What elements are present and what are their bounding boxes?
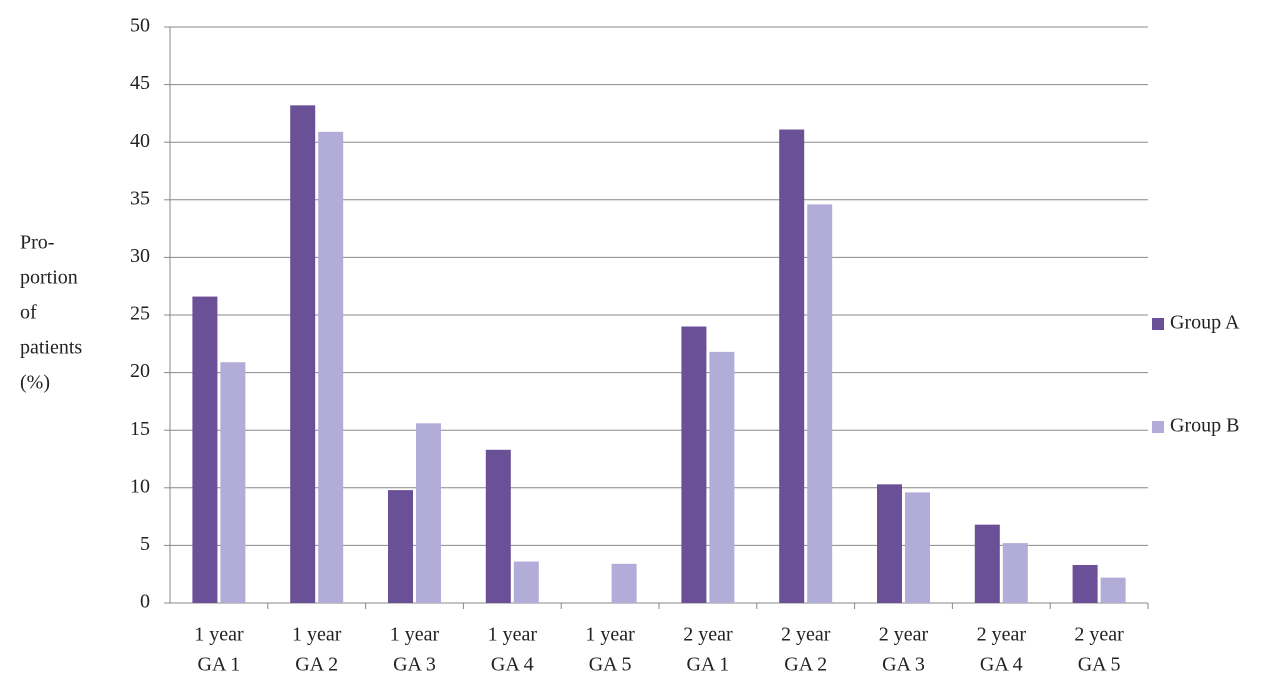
bar bbox=[290, 105, 316, 603]
x-tick-label: 1 year bbox=[488, 624, 538, 646]
x-tick-label: GA 1 bbox=[198, 654, 241, 676]
bar bbox=[681, 326, 707, 603]
legend-swatch bbox=[1152, 421, 1164, 433]
legend-swatch bbox=[1152, 318, 1164, 330]
y-tick-label: 20 bbox=[130, 360, 150, 382]
x-tick-label: 1 year bbox=[585, 624, 635, 646]
x-tick-label: GA 4 bbox=[491, 654, 534, 676]
bar bbox=[1100, 577, 1126, 603]
bar bbox=[220, 362, 246, 603]
x-tick-label: GA 3 bbox=[882, 654, 925, 676]
y-tick-label: 5 bbox=[140, 533, 150, 555]
y-tick-label: 10 bbox=[130, 475, 150, 497]
bar bbox=[192, 296, 218, 603]
bar bbox=[388, 490, 413, 603]
x-tick-label: 1 year bbox=[292, 624, 342, 646]
y-tick-label: 0 bbox=[140, 591, 150, 613]
x-tick-label: 2 year bbox=[781, 624, 831, 646]
bar bbox=[905, 492, 930, 603]
x-tick-label: 1 year bbox=[390, 624, 440, 646]
legend-label: Group B bbox=[1170, 415, 1239, 437]
y-axis-label: of bbox=[20, 302, 37, 324]
legend-label: Group A bbox=[1170, 312, 1240, 334]
y-tick-label: 35 bbox=[130, 187, 150, 209]
bar bbox=[1002, 543, 1028, 603]
x-tick-label: GA 5 bbox=[1078, 654, 1121, 676]
bar bbox=[513, 561, 539, 603]
bar bbox=[416, 423, 441, 603]
y-tick-label: 30 bbox=[130, 245, 150, 267]
x-tick-label: 2 year bbox=[683, 624, 733, 646]
y-axis-label: portion bbox=[20, 267, 78, 289]
y-axis-label: patients bbox=[20, 337, 82, 359]
bar bbox=[779, 129, 805, 603]
y-tick-label: 45 bbox=[130, 72, 150, 94]
bar bbox=[709, 351, 735, 603]
y-tick-label: 25 bbox=[130, 303, 150, 325]
x-tick-label: GA 2 bbox=[784, 654, 827, 676]
bar bbox=[318, 131, 344, 603]
x-tick-label: GA 2 bbox=[295, 654, 338, 676]
y-tick-label: 50 bbox=[130, 15, 150, 37]
x-tick-label: 2 year bbox=[977, 624, 1027, 646]
y-axis-label: Pro- bbox=[20, 232, 54, 254]
x-tick-label: GA 3 bbox=[393, 654, 436, 676]
bar bbox=[974, 524, 1000, 603]
bar bbox=[1072, 564, 1098, 603]
bar bbox=[611, 563, 637, 603]
x-tick-label: GA 4 bbox=[980, 654, 1023, 676]
bar bbox=[807, 204, 833, 603]
bar bbox=[485, 449, 511, 603]
x-tick-label: 1 year bbox=[194, 624, 244, 646]
x-tick-label: 2 year bbox=[1074, 624, 1124, 646]
bar bbox=[877, 484, 902, 603]
y-tick-label: 15 bbox=[130, 418, 150, 440]
y-axis-label: (%) bbox=[20, 372, 50, 394]
x-tick-label: GA 5 bbox=[589, 654, 632, 676]
y-tick-label: 40 bbox=[130, 130, 150, 152]
x-tick-label: GA 1 bbox=[687, 654, 730, 676]
x-tick-label: 2 year bbox=[879, 624, 929, 646]
